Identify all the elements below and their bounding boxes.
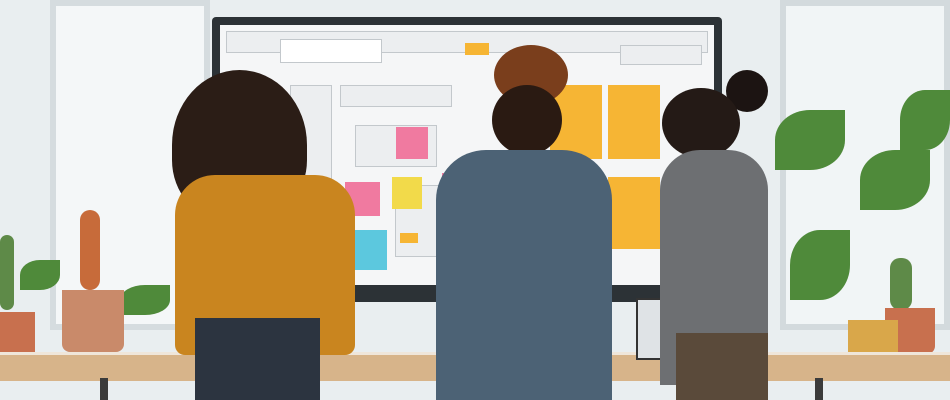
sticky-note-yellow xyxy=(392,177,422,209)
desk-leg xyxy=(815,378,823,400)
desk-leg xyxy=(100,378,108,400)
plant-leaf xyxy=(900,90,950,150)
sticky-note-orange xyxy=(608,177,660,249)
person-middle-denim-jacket xyxy=(436,150,612,400)
person-right-head xyxy=(662,88,740,158)
cactus xyxy=(0,235,14,310)
person-middle-head xyxy=(492,85,562,155)
plant-flower xyxy=(80,210,100,290)
plant-leaf xyxy=(790,230,850,300)
sticky-note-pink xyxy=(396,127,428,159)
grid-wireframe xyxy=(340,85,452,107)
cactus xyxy=(890,258,912,310)
sticky-note-orange xyxy=(465,43,489,55)
plant-leaf xyxy=(775,110,845,170)
plant-leaf xyxy=(860,150,930,210)
sticky-note-orange xyxy=(400,233,418,243)
plant-leaf xyxy=(120,285,170,315)
plant-pot xyxy=(62,290,124,352)
bar-chart-wireframe xyxy=(280,39,382,63)
panel-wireframe xyxy=(620,45,702,65)
person-right-pants xyxy=(676,333,768,400)
sticky-note-cyan xyxy=(350,230,387,270)
sticky-note-orange xyxy=(608,85,660,159)
person-left-jeans xyxy=(195,318,320,400)
plant-leaf xyxy=(20,260,60,290)
